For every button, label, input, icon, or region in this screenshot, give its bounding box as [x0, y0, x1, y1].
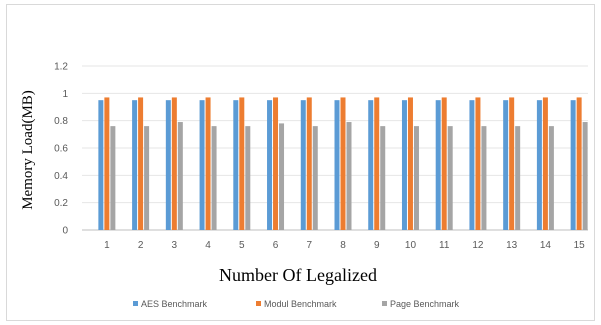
y-tick-label: 0.2	[54, 198, 68, 209]
bar	[435, 100, 441, 231]
bar	[536, 100, 542, 231]
y-tick-label: 1	[62, 89, 68, 100]
bar	[475, 97, 481, 230]
bar	[273, 97, 279, 230]
bar	[447, 126, 453, 230]
bar	[441, 97, 447, 230]
x-tick-label: 10	[405, 240, 417, 251]
y-tick-label: 0.8	[54, 116, 68, 127]
bar	[300, 100, 306, 231]
x-tick-label: 4	[205, 240, 211, 251]
x-tick-label: 3	[172, 240, 178, 251]
bar	[542, 97, 548, 230]
x-tick-label: 1	[104, 240, 110, 251]
x-tick-label: 5	[239, 240, 245, 251]
y-tick-label: 0.4	[54, 171, 68, 182]
legend-label: AES Benchmark	[141, 299, 208, 309]
bar	[138, 97, 144, 230]
legend-swatch	[382, 301, 387, 306]
bar	[199, 100, 205, 231]
bar	[177, 122, 183, 230]
bar	[509, 97, 515, 230]
bar	[413, 126, 419, 230]
bar	[165, 100, 171, 231]
bar	[570, 100, 576, 231]
legend-label: Modul Benchmark	[264, 299, 337, 309]
bar	[312, 126, 318, 230]
bar	[267, 100, 273, 231]
bars	[98, 97, 588, 231]
bar	[171, 97, 177, 230]
x-tick-label: 11	[439, 240, 450, 251]
bar	[205, 97, 211, 230]
bar	[346, 122, 352, 230]
x-tick-label: 8	[340, 240, 346, 251]
x-tick-label: 9	[374, 240, 380, 251]
bar	[469, 100, 475, 231]
x-tick-labels: 1 2 3 4 5 6 7 8 9 10 11 12 13 14 15	[104, 240, 585, 251]
legend: AES Benchmark Modul Benchmark Page Benchma…	[133, 299, 460, 309]
x-tick-label: 2	[138, 240, 144, 251]
bar	[380, 126, 386, 230]
x-tick-label: 14	[540, 240, 552, 251]
bar	[340, 97, 346, 230]
x-tick-label: 7	[306, 240, 312, 251]
bar	[407, 97, 413, 230]
bar	[515, 126, 521, 230]
bar	[368, 100, 374, 231]
y-tick-label: 0	[62, 226, 68, 237]
bar	[374, 97, 380, 230]
y-axis-title: Memory Load(MB)	[20, 90, 36, 210]
bar	[144, 126, 150, 230]
x-axis-title: Number Of Legalized	[219, 265, 377, 285]
y-tick-label: 0.6	[54, 144, 68, 155]
bar	[233, 100, 239, 231]
x-tick-label: 15	[574, 240, 586, 251]
legend-swatch	[133, 301, 138, 306]
legend-label: Page Benchmark	[390, 299, 460, 309]
x-tick-label: 13	[506, 240, 518, 251]
legend-swatch	[256, 301, 261, 306]
bar	[582, 122, 588, 230]
bar	[401, 100, 407, 231]
bar	[576, 97, 582, 230]
y-tick-label: 1.2	[54, 62, 68, 73]
bar	[211, 126, 217, 230]
bar	[132, 100, 138, 231]
bar	[548, 126, 554, 230]
x-tick-label: 12	[472, 240, 484, 251]
bar	[306, 97, 312, 230]
bar	[239, 97, 245, 230]
bar	[334, 100, 340, 231]
bar	[110, 126, 116, 230]
bar	[104, 97, 110, 230]
bar	[279, 123, 285, 230]
x-tick-label: 6	[273, 240, 279, 251]
bar	[98, 100, 104, 231]
bar	[245, 126, 251, 230]
chart-frame	[6, 4, 595, 321]
bar	[503, 100, 509, 231]
y-tick-labels: 0 0.2 0.4 0.6 0.8 1 1.2	[54, 62, 68, 237]
bar	[481, 126, 487, 230]
